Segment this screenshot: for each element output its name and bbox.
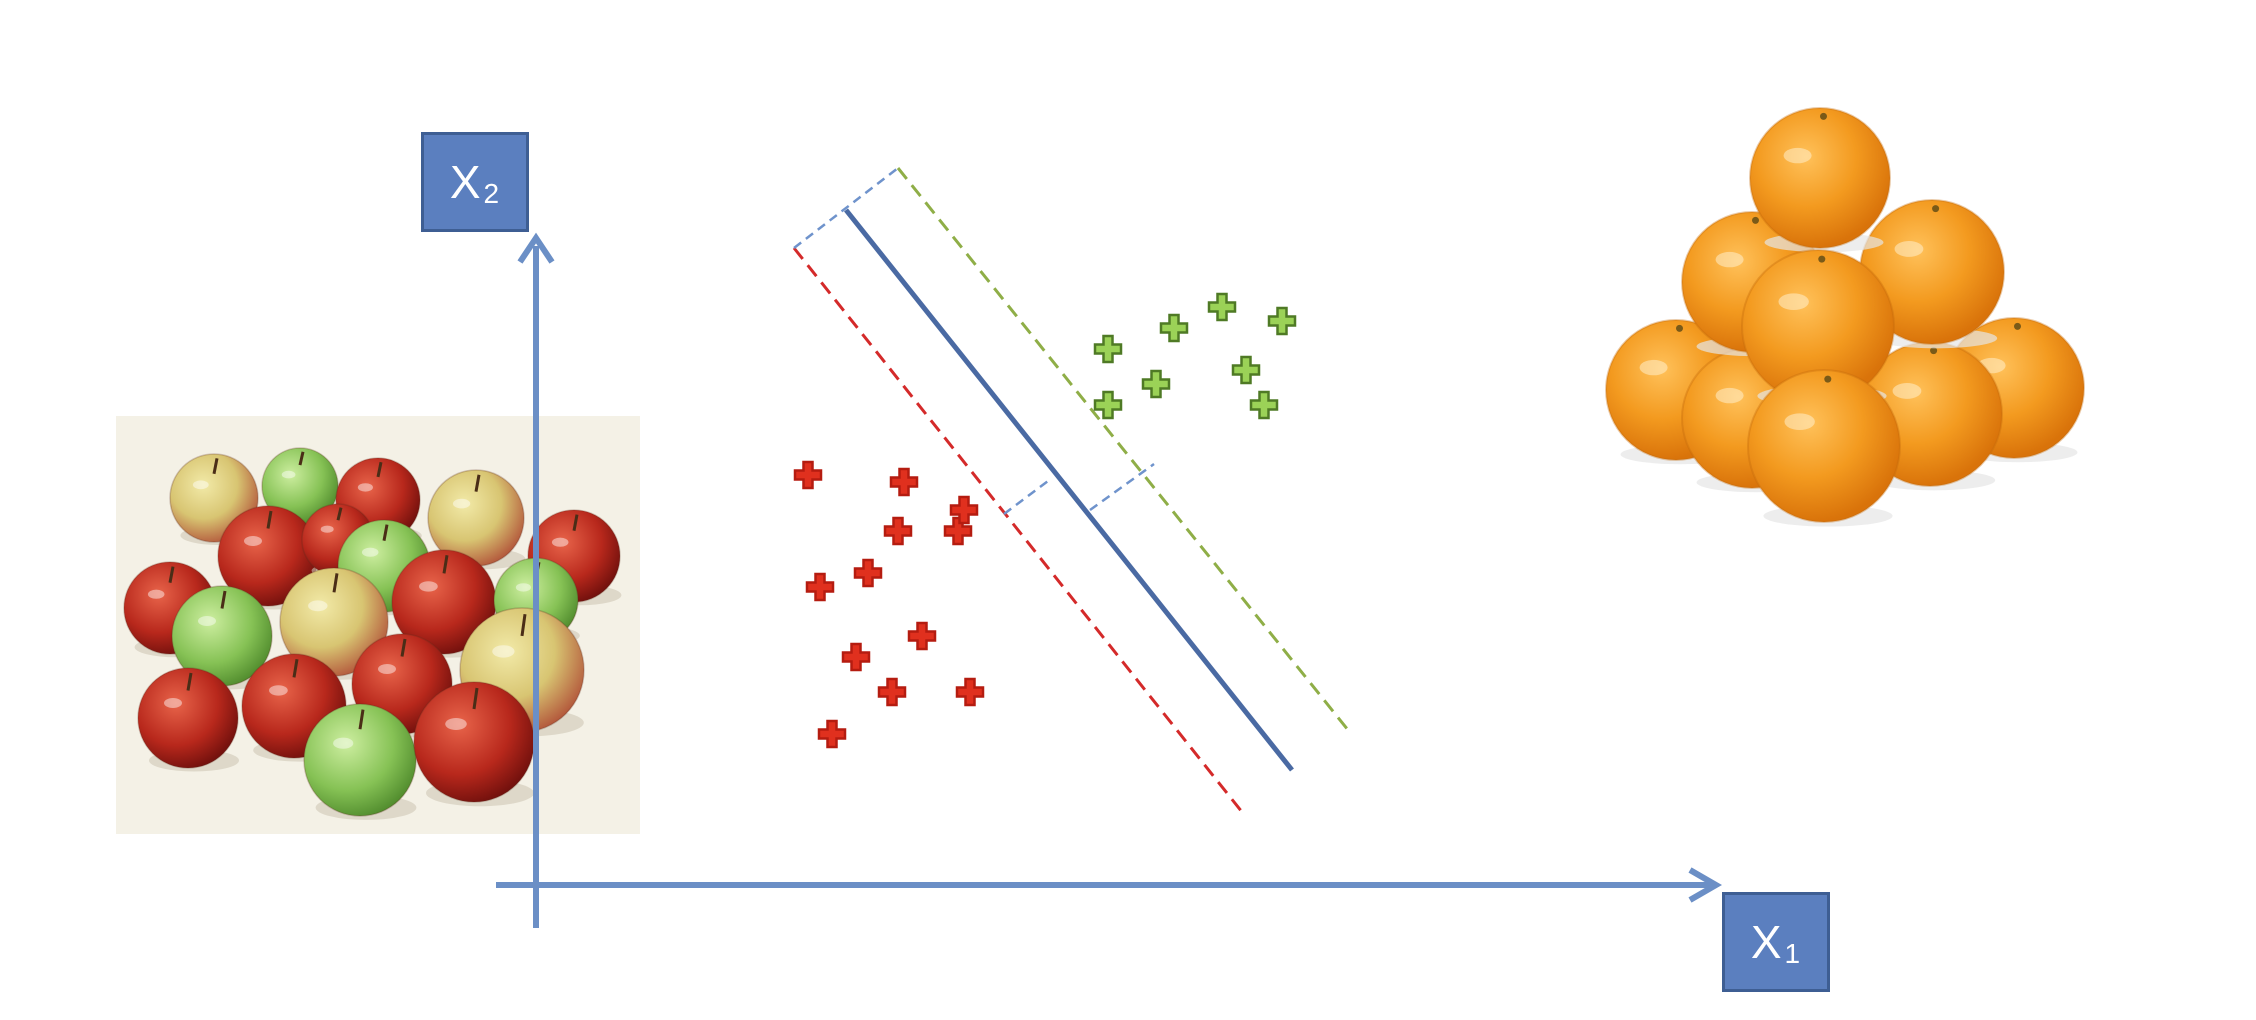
green-point: [1141, 369, 1171, 399]
green-point: [1159, 313, 1189, 343]
red-point: [805, 572, 835, 602]
red-point: [943, 516, 973, 546]
connector-top: [793, 167, 899, 249]
red-point: [907, 621, 937, 651]
green-class-points: [1093, 292, 1297, 420]
green-point: [1093, 334, 1123, 364]
x2-axis-arrow: [517, 232, 555, 264]
x2-label-base: X: [449, 156, 482, 208]
red-point: [955, 677, 985, 707]
red-point: [853, 558, 883, 588]
x1-axis-arrow: [1688, 867, 1723, 903]
margin-green-dashed: [896, 167, 1350, 731]
oranges-pyramid-photo: [1605, 107, 2085, 527]
axes: [496, 232, 1723, 928]
red-point: [793, 460, 823, 490]
green-point: [1207, 292, 1237, 322]
x2-label-subscript: 2: [483, 178, 501, 209]
red-point: [889, 467, 919, 497]
support-connector-green: [1089, 462, 1155, 512]
x1-label-subscript: 1: [1784, 938, 1802, 969]
apples-photo: [116, 416, 640, 834]
red-point: [883, 516, 913, 546]
support-connector-red: [1003, 477, 1053, 515]
x1-label-base: X: [1750, 916, 1783, 968]
red-point: [949, 495, 979, 525]
red-point: [877, 677, 907, 707]
green-point: [1231, 355, 1261, 385]
hyperplane-line: [844, 208, 1294, 772]
separating-hyperplane-group: [792, 167, 1350, 813]
red-point: [817, 719, 847, 749]
green-point: [1267, 306, 1297, 336]
red-point: [841, 642, 871, 672]
margin-red-dashed: [792, 247, 1244, 813]
red-class-points: [793, 460, 985, 749]
green-point: [1249, 390, 1279, 420]
green-point: [1093, 390, 1123, 420]
